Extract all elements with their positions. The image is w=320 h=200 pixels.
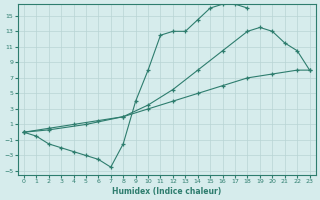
X-axis label: Humidex (Indice chaleur): Humidex (Indice chaleur) bbox=[112, 187, 221, 196]
